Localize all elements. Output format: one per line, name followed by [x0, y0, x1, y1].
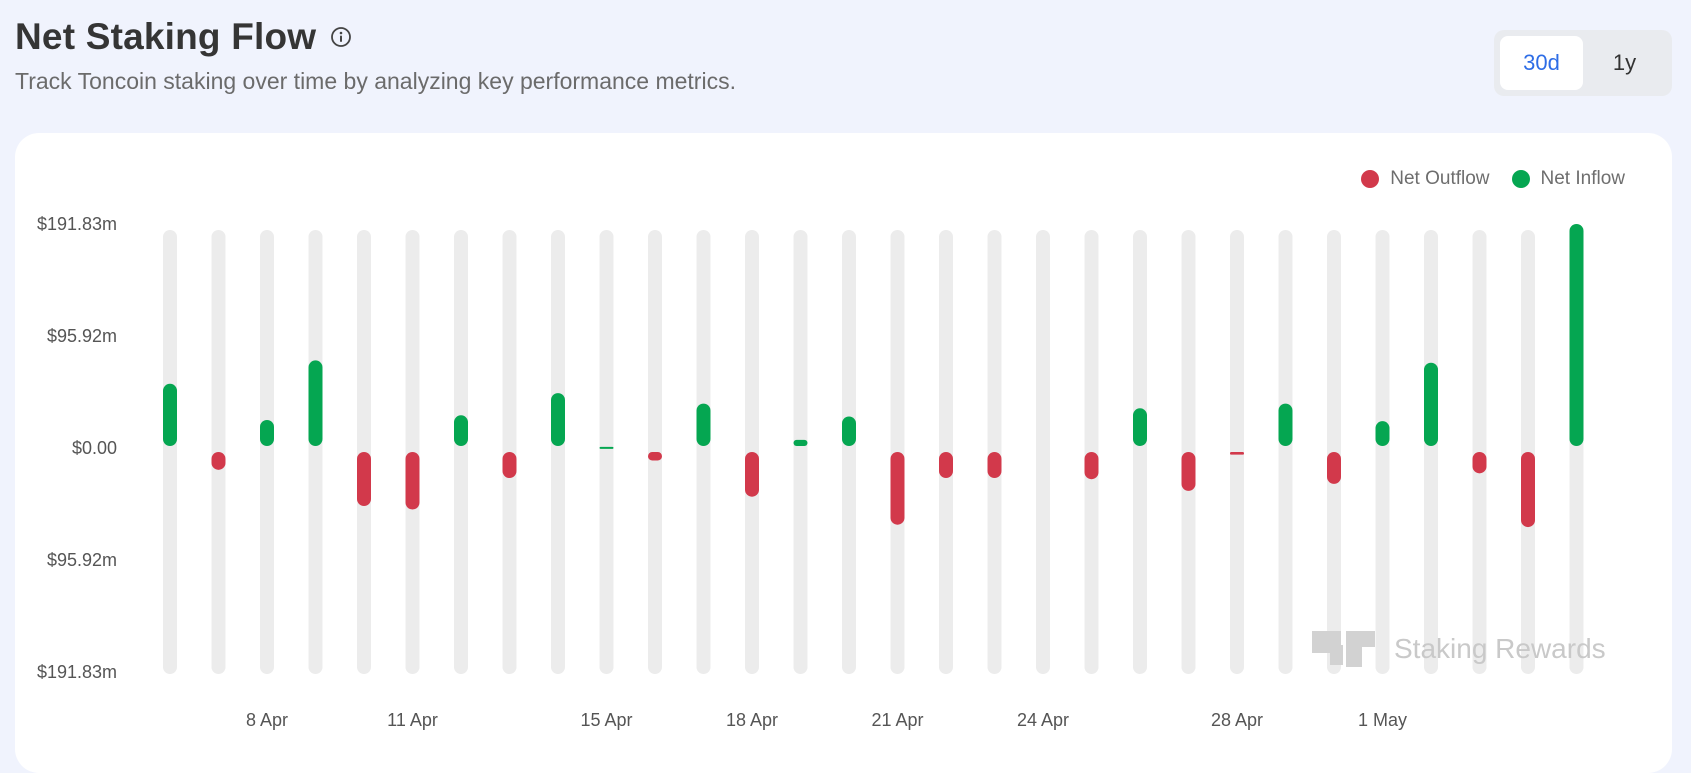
y-tick-label: $95.92m [47, 326, 117, 346]
staking-rewards-logo-icon [1312, 631, 1375, 667]
bar-net-inflow[interactable] [551, 393, 565, 446]
bar-net-inflow[interactable] [260, 419, 274, 446]
bar-net-inflow[interactable] [793, 439, 808, 446]
bar-track [1036, 230, 1050, 674]
bar-net-inflow[interactable] [308, 360, 323, 446]
bar-track [842, 230, 856, 674]
bar-net-outflow[interactable] [1521, 452, 1535, 528]
bar-net-inflow[interactable] [1569, 224, 1584, 446]
bar-net-outflow[interactable] [357, 452, 371, 507]
bar-track [793, 230, 808, 674]
watermark-label: Staking Rewards [1394, 633, 1606, 664]
bar-track [454, 230, 468, 674]
bar-net-inflow[interactable] [454, 415, 468, 446]
bar-net-outflow[interactable] [1472, 452, 1487, 474]
bar-net-outflow[interactable] [890, 452, 905, 525]
legend-label-net-outflow: Net Outflow [1390, 168, 1490, 189]
bar-net-outflow[interactable] [1181, 452, 1196, 491]
header: Net Staking Flow Track Toncoin staking o… [15, 16, 736, 95]
bar-net-outflow[interactable] [502, 452, 517, 479]
bar-track [1424, 230, 1438, 674]
x-tick-label: 8 Apr [246, 710, 288, 730]
y-tick-label: $191.83m [37, 214, 117, 234]
bar-track [163, 230, 177, 674]
bar-net-inflow[interactable] [842, 416, 856, 446]
bar-net-inflow[interactable] [1424, 362, 1438, 446]
bar-net-inflow[interactable] [1133, 408, 1147, 446]
bar-net-outflow[interactable] [1084, 452, 1099, 480]
chart-legend: Net Outflow Net Inflow [1339, 168, 1625, 190]
x-tick-label: 1 May [1358, 710, 1407, 730]
bar-tracks [163, 230, 1584, 674]
bar-track [1133, 230, 1147, 674]
bar-net-outflow[interactable] [1230, 452, 1244, 455]
legend-label-net-inflow: Net Inflow [1540, 168, 1625, 189]
x-tick-label: 11 Apr [387, 710, 438, 730]
x-tick-label: 21 Apr [871, 710, 923, 730]
info-icon[interactable] [330, 26, 352, 48]
page-title: Net Staking Flow [15, 16, 317, 57]
bar-track [1375, 230, 1390, 674]
legend-item-net-inflow[interactable]: Net Inflow [1511, 168, 1625, 190]
legend-item-net-outflow[interactable]: Net Outflow [1361, 168, 1490, 190]
legend-dot-net-inflow [1511, 170, 1530, 188]
bar-track [1278, 230, 1293, 674]
bar-net-outflow[interactable] [1327, 452, 1341, 484]
bar-net-outflow[interactable] [648, 452, 662, 461]
bar-track [551, 230, 565, 674]
x-tick-label: 28 Apr [1211, 710, 1263, 730]
page-subtitle: Track Toncoin staking over time by analy… [15, 68, 736, 94]
bar-track [696, 230, 711, 674]
bar-net-outflow[interactable] [745, 452, 759, 497]
legend-dot-net-outflow [1361, 170, 1380, 188]
bar-track [308, 230, 323, 674]
range-30d-button[interactable]: 30d [1500, 36, 1583, 90]
bar-net-outflow[interactable] [987, 452, 1002, 479]
x-tick-label: 18 Apr [726, 710, 778, 730]
bar-net-inflow[interactable] [1375, 421, 1390, 446]
x-tick-label: 24 Apr [1017, 710, 1069, 730]
y-axis: $191.83m $95.92m $0.00 $95.92m $191.83m [37, 214, 117, 682]
x-tick-label: 15 Apr [580, 710, 632, 730]
watermark: Staking Rewards [1312, 631, 1606, 667]
y-tick-label: $191.83m [37, 662, 117, 682]
bar-net-inflow[interactable] [696, 403, 711, 446]
bar-net-inflow[interactable] [1278, 403, 1293, 446]
net-staking-flow-chart: $191.83m $95.92m $0.00 $95.92m $191.83m 8 Ap… [37, 214, 1606, 730]
bar-net-outflow[interactable] [405, 452, 420, 510]
y-tick-label: $95.92m [47, 550, 117, 570]
bar-track [599, 230, 614, 674]
range-toggle: 30d 1y [1494, 30, 1672, 96]
range-1y-button[interactable]: 1y [1583, 36, 1666, 90]
x-axis: 8 Apr 11 Apr 15 Apr 18 Apr 21 Apr 24 Apr 28 Ap… [246, 710, 1407, 730]
bar-net-outflow[interactable] [211, 452, 226, 470]
bar-net-outflow[interactable] [939, 452, 953, 479]
title-row: Net Staking Flow [15, 16, 736, 58]
bar-net-inflow[interactable] [163, 383, 177, 446]
bar-net-inflow[interactable] [599, 446, 614, 449]
bar-track [260, 230, 274, 674]
y-tick-label: $0.00 [72, 438, 117, 458]
bars [163, 224, 1584, 528]
